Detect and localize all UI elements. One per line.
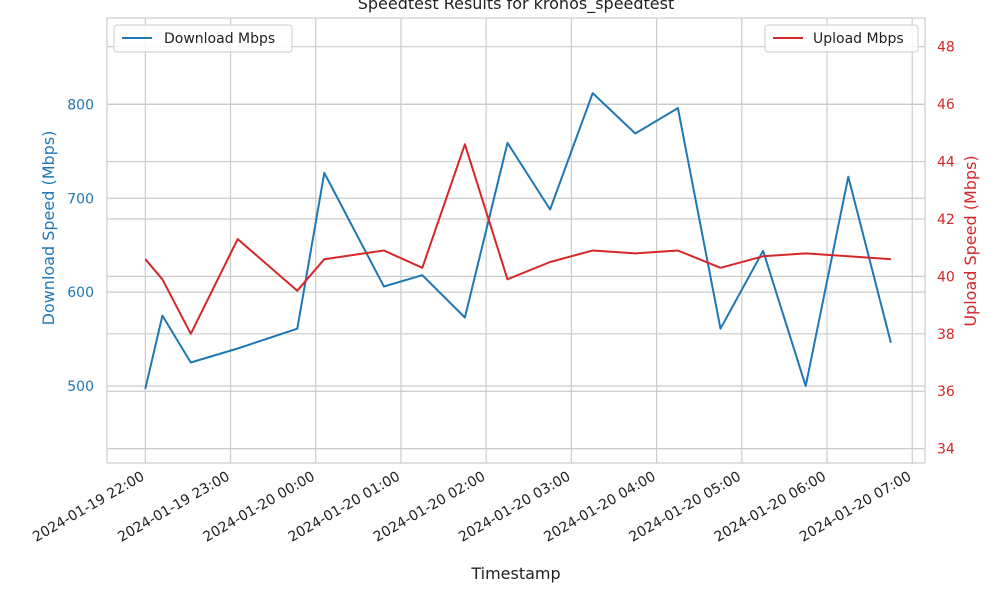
grid-lines <box>107 18 925 463</box>
right-y-tick-label: 38 <box>937 327 955 343</box>
legend-download-label: Download Mbps <box>164 31 275 47</box>
left-y-axis: 500 600 700 800 <box>67 97 94 395</box>
legend-download-box <box>113 24 293 53</box>
legend-upload-label: Upload Mbps <box>813 31 904 47</box>
right-y-tick-label: 34 <box>937 442 955 458</box>
right-y-tick-label: 44 <box>937 155 955 171</box>
right-y-tick-label: 46 <box>937 97 955 113</box>
right-y-axis-title: Upload Speed (Mbps) <box>961 155 980 326</box>
left-y-tick-label: 700 <box>67 191 94 207</box>
left-y-tick-label: 500 <box>67 379 94 395</box>
legend-upload: Upload Mbps <box>764 24 919 53</box>
x-axis-title: Timestamp <box>470 564 560 583</box>
right-y-tick-label: 48 <box>937 40 955 56</box>
chart-title: Speedtest Results for kronos_speedtest <box>358 0 675 14</box>
legend-download: Download Mbps <box>113 24 293 53</box>
right-y-tick-label: 40 <box>937 269 955 285</box>
right-y-axis: 34 36 38 40 42 44 46 48 <box>937 40 955 458</box>
right-y-tick-label: 36 <box>937 384 955 400</box>
series-line-upload <box>144 143 891 335</box>
legend-upload-box <box>764 24 919 53</box>
left-y-tick-label: 800 <box>67 97 94 113</box>
right-y-tick-label: 42 <box>937 212 955 228</box>
plot-frame <box>106 17 926 464</box>
left-y-axis-title: Download Speed (Mbps) <box>39 131 58 326</box>
left-y-tick-label: 600 <box>67 285 94 301</box>
plot-area <box>107 18 925 463</box>
series-lines <box>144 92 892 390</box>
series-line-download <box>144 92 892 390</box>
